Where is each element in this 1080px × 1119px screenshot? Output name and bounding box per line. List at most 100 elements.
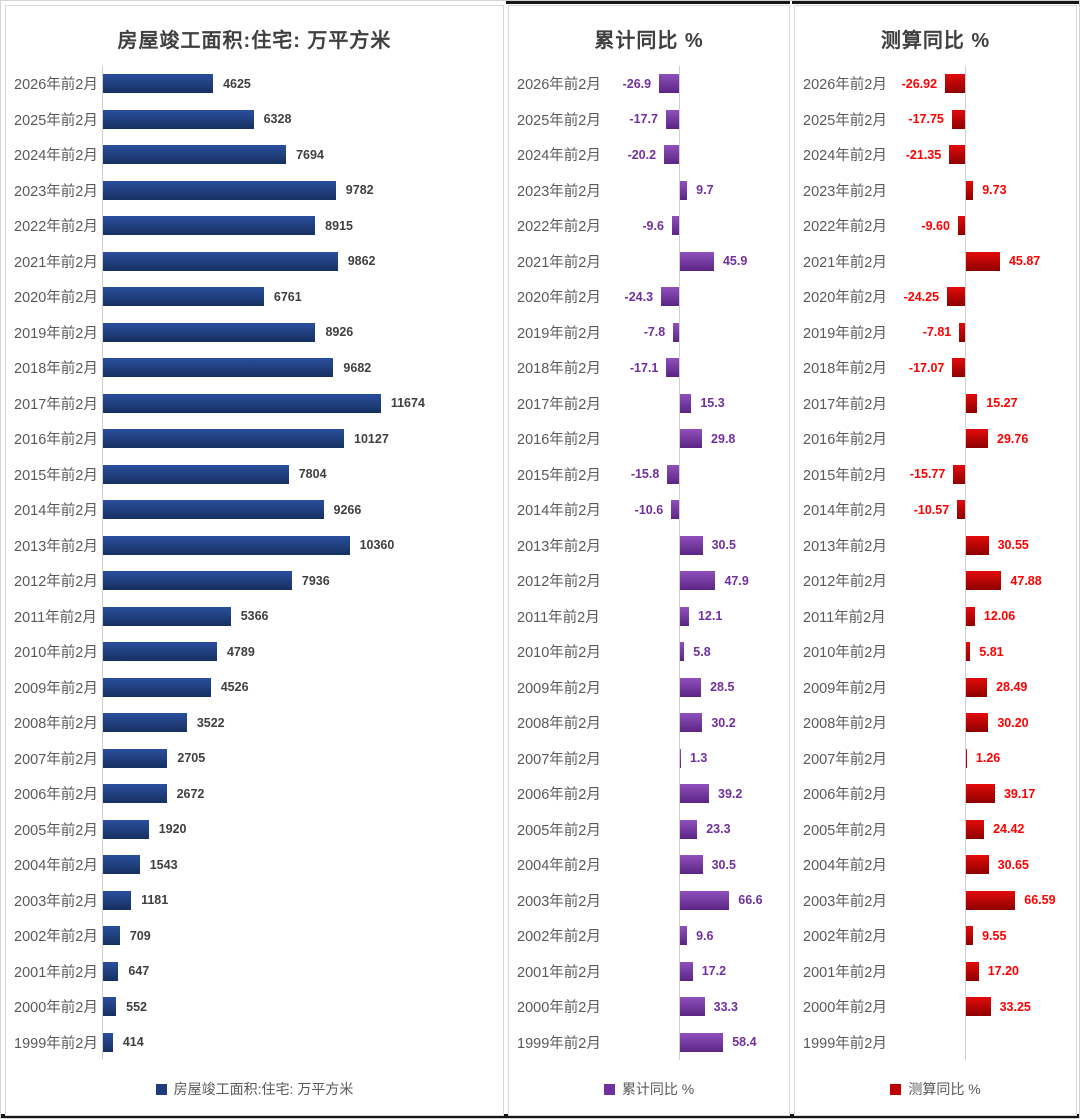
- chart-row: 2012年前2月 7936: [6, 563, 503, 599]
- value-label: 29.8: [711, 431, 736, 446]
- bar: [667, 464, 679, 484]
- negative-zone: [893, 421, 965, 457]
- value-label: -15.77: [909, 467, 946, 482]
- negative-zone: [607, 173, 679, 209]
- negative-zone: [893, 741, 965, 777]
- category-label: 2006年前2月: [517, 787, 601, 804]
- chart-row: 2022年前2月 -9.6: [509, 208, 789, 244]
- positive-zone: [965, 66, 1076, 102]
- chart-row: 2003年前2月 66.6: [509, 882, 789, 919]
- chart-row: 2007年前2月 2705: [6, 740, 503, 776]
- category-label: 2000年前2月: [517, 1000, 601, 1017]
- category-label: 2004年前2月: [14, 858, 98, 875]
- bar: [103, 642, 217, 662]
- negative-zone: [607, 244, 679, 280]
- negative-zone: [607, 670, 679, 706]
- category-label: 2009年前2月: [803, 680, 887, 697]
- positive-zone: 1.3: [679, 740, 789, 776]
- value-label: -21.35: [905, 147, 942, 162]
- value-label: 5.81: [979, 644, 1004, 659]
- category-label: 2020年前2月: [803, 290, 887, 307]
- negative-zone: [607, 883, 679, 919]
- bar-zone: 2672: [102, 776, 503, 812]
- bar: [671, 216, 679, 236]
- negative-zone: [893, 634, 965, 670]
- value-label: 30.5: [711, 857, 736, 872]
- negative-zone: [893, 563, 965, 599]
- bar: [103, 926, 120, 946]
- category-label: 2010年前2月: [517, 645, 601, 662]
- bar-zone: 10360: [102, 527, 503, 563]
- value-label: 1.3: [689, 751, 708, 766]
- category-label: 2001年前2月: [517, 964, 601, 981]
- positive-zone: [965, 492, 1076, 528]
- category-label: 2007年前2月: [803, 751, 887, 768]
- value-label: 6328: [263, 112, 292, 127]
- value-label: 47.9: [724, 573, 749, 588]
- value-label: 647: [128, 964, 150, 979]
- positive-zone: 39.17: [965, 776, 1076, 812]
- negative-zone: [607, 421, 679, 457]
- category-label: 2000年前2月: [803, 1000, 887, 1017]
- category-label: 2024年前2月: [517, 148, 601, 165]
- bar: [966, 251, 1000, 271]
- value-label: 5.8: [693, 644, 711, 659]
- chart-row: 2025年前2月 -17.75: [795, 101, 1076, 137]
- chart-row: 1999年前2月 414: [6, 1024, 503, 1060]
- negative-zone: [893, 1025, 965, 1061]
- positive-zone: 23.3: [679, 811, 789, 847]
- value-label: 45.9: [722, 254, 748, 269]
- chart-row: 2020年前2月 6761: [6, 279, 503, 315]
- bar-zone: 2705: [102, 740, 503, 776]
- value-label: -24.3: [624, 289, 654, 304]
- bar: [966, 926, 974, 946]
- chart-row: 2002年前2月 9.55: [795, 918, 1076, 954]
- legend-label: 累计同比 %: [621, 1081, 695, 1097]
- bar: [103, 464, 289, 484]
- category-label: 2021年前2月: [14, 254, 98, 271]
- chart-row: 2005年前2月 24.42: [795, 811, 1076, 847]
- category-label: 2008年前2月: [14, 716, 98, 733]
- value-label: -24.25: [903, 289, 940, 304]
- category-label: 2018年前2月: [517, 361, 601, 378]
- chart-row: 2012年前2月 47.9: [509, 563, 789, 599]
- value-label: -26.9: [622, 76, 652, 91]
- positive-zone: [679, 66, 789, 102]
- value-label: 8926: [325, 325, 354, 340]
- negative-zone: [893, 847, 965, 883]
- chart-row: 2026年前2月 -26.92: [795, 66, 1076, 102]
- bar: [103, 713, 187, 733]
- value-label: -9.6: [642, 218, 664, 233]
- chart-row: 2013年前2月 30.5: [509, 527, 789, 563]
- positive-zone: [679, 456, 789, 492]
- bar-zone: 6328: [102, 101, 503, 137]
- negative-zone: -26.92: [893, 66, 965, 102]
- chart-row: 2024年前2月 7694: [6, 137, 503, 173]
- bar: [671, 500, 679, 520]
- negative-zone: [607, 705, 679, 741]
- category-label: 2026年前2月: [517, 77, 601, 94]
- top-border-middle: [506, 1, 790, 4]
- bar-zone: 4625: [102, 66, 503, 102]
- negative-zone: -15.8: [607, 457, 679, 493]
- bar-zone: 6761: [102, 279, 503, 315]
- category-label: 2007年前2月: [517, 751, 601, 768]
- positive-zone: 9.6: [679, 918, 789, 954]
- positive-zone: 12.1: [679, 598, 789, 634]
- bar: [103, 748, 168, 768]
- category-label: 2005年前2月: [803, 822, 887, 839]
- positive-zone: 5.81: [965, 634, 1076, 670]
- bar: [947, 287, 965, 307]
- category-label: 2015年前2月: [14, 467, 98, 484]
- negative-zone: [607, 634, 679, 670]
- chart-row: 2000年前2月 33.3: [509, 989, 789, 1025]
- positive-zone: [965, 456, 1076, 492]
- category-label: 2020年前2月: [14, 290, 98, 307]
- value-label: -10.6: [634, 502, 664, 517]
- bar: [103, 145, 287, 165]
- bar-zone: 647: [102, 953, 503, 989]
- top-border-right: [792, 1, 1079, 4]
- chart-row: 2013年前2月 30.55: [795, 527, 1076, 563]
- value-label: -10.57: [913, 502, 950, 517]
